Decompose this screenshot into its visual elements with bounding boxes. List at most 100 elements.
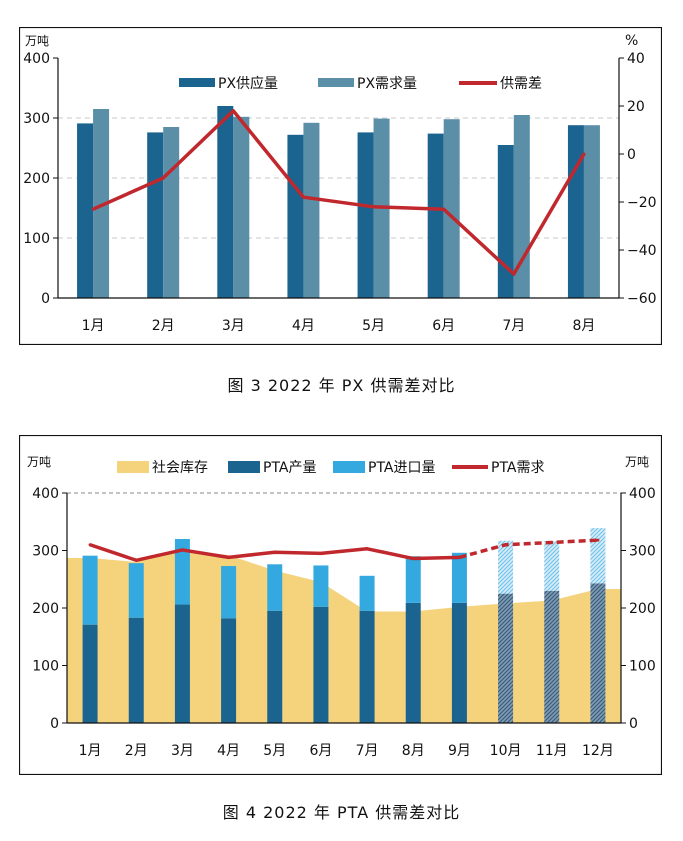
px-supply-bar [287,134,304,298]
y-tick-label: 200 [23,171,50,187]
pta-import-bar [590,528,606,584]
px-gap-point [161,176,165,180]
legend-swatch-import [333,461,365,473]
legend-label: 供需差 [500,76,542,92]
legend: 社会库存 PTA产量 PTA进口量 PTA需求 [117,460,544,476]
y2-tick-label: −40 [627,243,657,259]
x-tick-label: 3月 [222,318,245,334]
px-gap-point [512,272,516,276]
px-supply-bar [77,123,94,299]
x-tick-label: 1月 [82,318,105,334]
px-chart: 1月 2月 3月 4月 5月 6月 7月 8月 0 100 200 300 400 −60 −40 −20 0 2… [19,27,662,345]
pta-chart: 1月 2月 3月 4月 5月 6月 7月 8月 9月 10月 11月 12月 0 0 100 100 200 20… [19,435,662,775]
pta-demand-point [457,555,461,559]
pta-demand-point [411,557,415,561]
figure-3-caption: 图 3 2022 年 PX 供需差对比 [227,376,456,395]
right-unit-label: % [625,33,638,49]
legend: PX供应量 PX需求量 供需差 [179,75,542,92]
pta-production-bar [313,606,329,723]
pta-demand-point [180,548,184,552]
px-supply-bar [497,145,514,298]
y-tick-label: 300 [23,111,50,127]
pta-demand-point [365,547,369,551]
px-supply-bar [427,133,444,298]
x-tick-label: 2月 [125,743,148,759]
pta-import-bar [221,566,237,619]
x-tick-label: 4月 [292,318,315,334]
y-tick-label: 400 [32,486,59,502]
left-unit-label: 万吨 [25,34,49,48]
y-tick-label: 100 [23,231,50,247]
px-demand-bar [93,109,110,298]
px-demand-bar [163,127,180,298]
pta-import-bar [128,563,144,618]
x-tick-label: 2月 [152,318,175,334]
pta-production-bar [174,604,190,723]
y2-tick-label: −20 [627,195,657,211]
x-tick-label: 5月 [362,318,385,334]
y-tick-label: 0 [41,291,50,307]
pta-demand-point [88,543,92,547]
pta-import-bar [313,565,329,607]
pta-demand-point [319,551,323,555]
px-supply-bar [357,132,374,298]
px-gap-line [92,109,586,276]
pta-production-bar [451,602,467,723]
x-tick-label: 11月 [536,743,568,759]
px-demand-bar [583,125,600,298]
px-supply-bar [147,132,164,298]
x-tick-label: 10月 [490,743,522,759]
y-tick-label: 100 [32,659,59,675]
x-tick-label: 6月 [309,743,332,759]
legend-swatch-supply [179,78,215,87]
pta-demand-point [596,538,600,542]
legend-label: PX需求量 [357,76,417,92]
inventory-area [67,549,621,723]
pta-import-bar [405,556,421,603]
x-tick-label: 5月 [263,743,286,759]
y-tick-label: 200 [32,601,59,617]
pta-import-bar [544,541,560,591]
pta-production-bar [267,610,283,723]
legend-label: 社会库存 [152,460,208,476]
figure-4-caption: 图 4 2022 年 PTA 供需差对比 [222,803,461,822]
right-unit-label: 万吨 [625,455,649,469]
y2-tick-label: 0 [629,716,638,732]
pta-production-bar [498,593,514,723]
legend-label: PTA进口量 [368,460,435,476]
y-tick-label: 400 [23,51,50,67]
px-demand-bar [443,119,460,298]
y-tick-label: 0 [50,716,59,732]
legend-swatch-production [228,461,260,473]
pta-import-bar [498,540,514,594]
y2-tick-label: 100 [629,659,656,675]
x-tick-label: 8月 [572,318,595,334]
pta-production-bar [221,618,237,723]
pta-production-bar [590,583,606,723]
y-tick-label: 300 [32,544,59,560]
px-gap-point [301,195,305,199]
px-supply-bar [217,106,234,298]
px-demand-bar [303,122,320,298]
pta-import-bar [82,555,98,625]
y2-tick-label: −60 [627,291,657,307]
legend-swatch-demand [318,78,354,87]
x-tick-label: 12月 [582,743,614,759]
pta-demand-point [227,555,231,559]
x-tick-label: 4月 [217,743,240,759]
y2-tick-label: 40 [627,51,645,67]
pta-production-bar [128,617,144,723]
x-tick-label: 7月 [356,743,379,759]
px-gap-point [372,205,376,209]
pta-import-bar [359,575,375,611]
x-tick-label: 8月 [402,743,425,759]
pta-demand-point [550,540,554,544]
x-tick-label: 9月 [448,743,471,759]
left-unit-label: 万吨 [27,455,51,469]
x-tick-label: 1月 [79,743,102,759]
pta-production-bar [359,610,375,723]
px-gap-point [442,207,446,211]
px-demand-bar [233,116,250,298]
y2-tick-label: 20 [627,99,645,115]
pta-production-bar [82,624,98,723]
